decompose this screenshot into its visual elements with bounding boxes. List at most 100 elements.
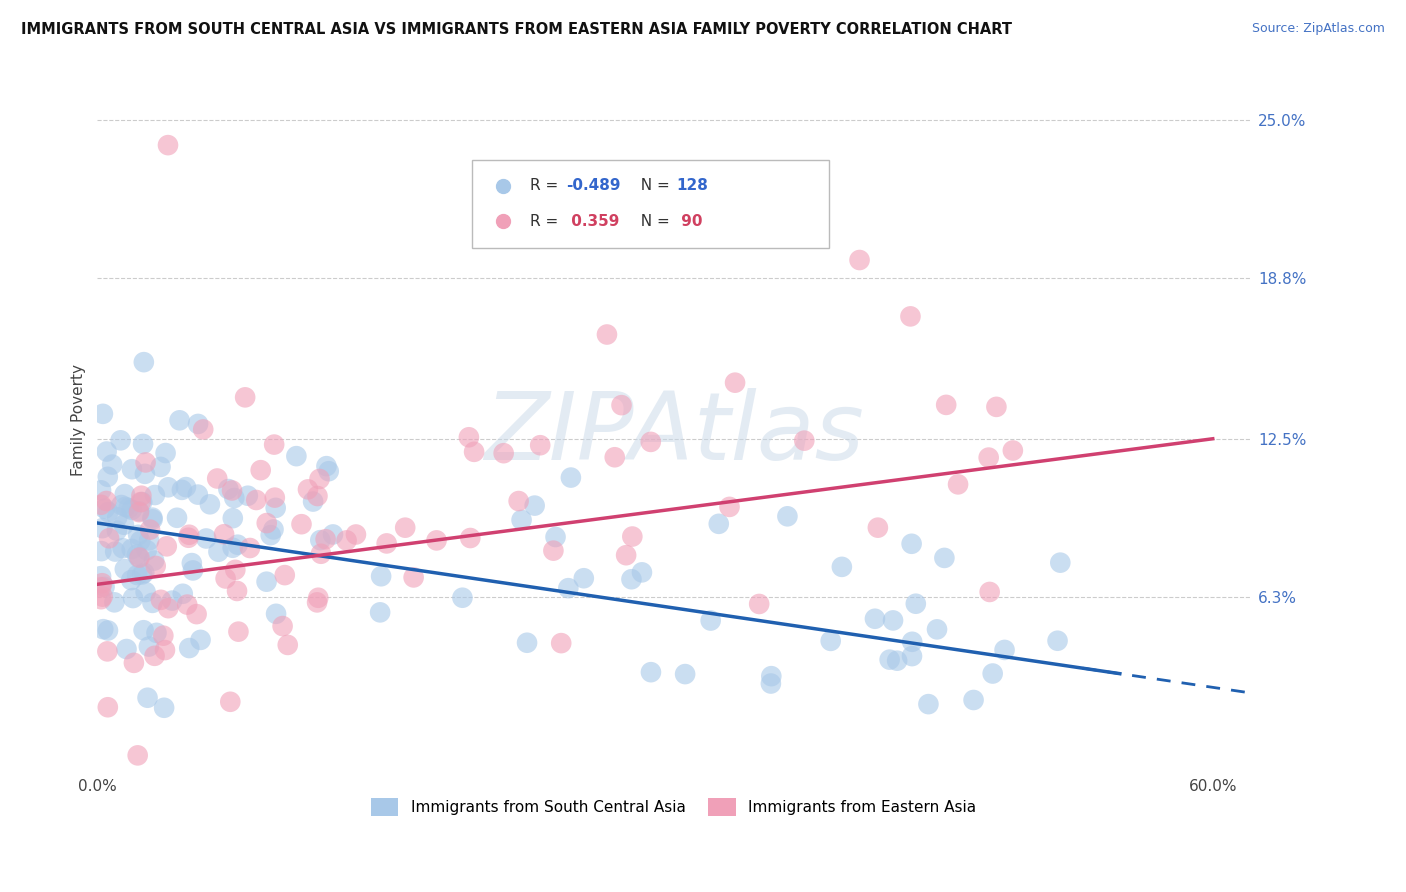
Point: [127, 568, 149, 582]
Point: [318, 464, 340, 478]
Point: [820, 633, 842, 648]
Point: [621, 530, 644, 544]
Point: [174, 480, 197, 494]
Point: [228, 624, 250, 639]
Point: [105, 524, 128, 538]
Point: [149, 459, 172, 474]
Point: [90, 580, 112, 594]
Point: [169, 413, 191, 427]
Text: ZIPAtlas: ZIPAtlas: [484, 388, 863, 479]
Point: [143, 553, 166, 567]
Point: [212, 527, 235, 541]
Point: [157, 601, 180, 615]
Point: [236, 489, 259, 503]
Point: [128, 505, 150, 519]
Point: [135, 455, 157, 469]
Point: [761, 669, 783, 683]
Point: [603, 450, 626, 465]
Point: [170, 483, 193, 497]
Point: [180, 556, 202, 570]
Point: [848, 253, 870, 268]
Point: [510, 513, 533, 527]
Point: [221, 541, 243, 555]
Point: [129, 495, 152, 509]
Point: [97, 624, 120, 638]
Point: [631, 566, 654, 580]
Point: [224, 563, 246, 577]
Text: -0.489: -0.489: [567, 178, 621, 194]
Point: [217, 482, 239, 496]
Point: [114, 487, 136, 501]
Point: [96, 444, 118, 458]
Point: [297, 483, 319, 497]
Point: [141, 510, 163, 524]
Point: [205, 471, 228, 485]
Point: [135, 585, 157, 599]
Point: [508, 494, 530, 508]
Point: [222, 511, 245, 525]
Text: R =: R =: [530, 214, 562, 229]
Point: [91, 407, 114, 421]
Point: [120, 573, 142, 587]
Point: [114, 562, 136, 576]
Point: [463, 445, 485, 459]
Point: [981, 666, 1004, 681]
Point: [882, 614, 904, 628]
Point: [614, 548, 637, 562]
Point: [492, 446, 515, 460]
Point: [152, 629, 174, 643]
Point: [98, 531, 121, 545]
Point: [402, 570, 425, 584]
Point: [195, 532, 218, 546]
Text: R =: R =: [530, 178, 562, 194]
Point: [748, 597, 770, 611]
Point: [138, 533, 160, 548]
Point: [1049, 556, 1071, 570]
Point: [986, 400, 1008, 414]
Point: [122, 656, 145, 670]
Point: [425, 533, 447, 548]
Point: [101, 458, 124, 472]
Point: [187, 417, 209, 431]
Point: [271, 619, 294, 633]
Point: [457, 430, 479, 444]
Point: [900, 310, 922, 324]
Text: N =: N =: [631, 214, 675, 229]
Point: [132, 355, 155, 369]
Point: [495, 215, 517, 229]
Point: [759, 676, 782, 690]
Point: [145, 558, 167, 573]
Point: [181, 563, 204, 577]
Point: [121, 503, 143, 517]
Point: [90, 592, 112, 607]
Point: [90, 544, 112, 558]
Point: [901, 649, 924, 664]
Point: [226, 584, 249, 599]
Point: [368, 606, 391, 620]
Point: [451, 591, 474, 605]
Text: IMMIGRANTS FROM SOUTH CENTRAL ASIA VS IMMIGRANTS FROM EASTERN ASIA FAMILY POVERT: IMMIGRANTS FROM SOUTH CENTRAL ASIA VS IM…: [21, 22, 1012, 37]
Point: [157, 480, 180, 494]
Point: [308, 472, 330, 486]
Point: [132, 437, 155, 451]
Point: [724, 376, 747, 390]
Point: [97, 505, 120, 519]
Point: [256, 574, 278, 589]
Point: [596, 327, 619, 342]
Point: [131, 567, 153, 582]
Point: [91, 576, 114, 591]
Point: [1001, 443, 1024, 458]
Point: [127, 528, 149, 542]
Point: [141, 596, 163, 610]
Point: [375, 536, 398, 550]
Point: [934, 550, 956, 565]
Point: [901, 635, 924, 649]
Point: [263, 437, 285, 451]
Point: [557, 581, 579, 595]
Point: [115, 642, 138, 657]
Point: [274, 568, 297, 582]
Point: [153, 700, 176, 714]
Point: [112, 517, 135, 532]
Point: [264, 607, 287, 621]
Point: [121, 462, 143, 476]
